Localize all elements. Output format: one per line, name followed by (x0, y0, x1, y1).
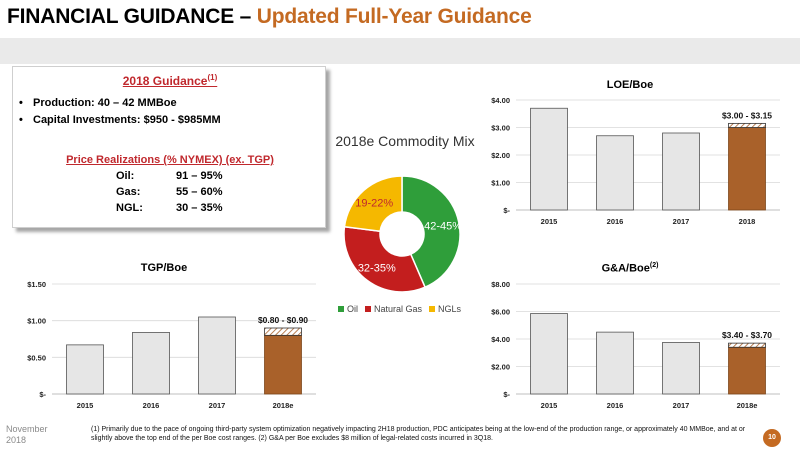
x-tick-label: 2017 (673, 401, 690, 410)
y-tick-label: $1.00 (27, 317, 46, 326)
x-tick-label: 2016 (607, 217, 624, 226)
bar-2018e (728, 346, 766, 395)
x-tick-label: 2015 (541, 401, 558, 410)
guidance-bullet-production: Production: 40 – 42 MMBoe (19, 95, 221, 112)
legend-item-oil: Oil (338, 304, 358, 314)
legend-swatch-ngl (429, 306, 436, 312)
guidance-range-bar (728, 122, 766, 128)
x-tick-label: 2015 (541, 217, 558, 226)
y-tick-label: $8.00 (491, 280, 510, 289)
bar-2015 (530, 107, 568, 211)
ga-chart-title-footnote: (2) (649, 262, 659, 269)
title-band (0, 38, 800, 64)
legend-swatch-oil (338, 306, 344, 312)
price-realizations-table: Oil: 91 – 95% Gas: 55 – 60% NGL: 30 – 35% (116, 168, 222, 216)
x-tick-label: 2015 (77, 401, 94, 410)
guidance-box: 2018 Guidance(1) Production: 40 – 42 MMB… (12, 66, 326, 228)
loe-chart-title-text: LOE/Boe (606, 79, 654, 91)
commodity-mix-title: 2018e Commodity Mix (335, 133, 475, 149)
bar-2017 (662, 342, 700, 395)
guidance-bullets: Production: 40 – 42 MMBoe Capital Invest… (19, 95, 221, 129)
legend-item-gas: Natural Gas (365, 304, 422, 314)
y-tick-label: $2.00 (491, 151, 510, 160)
x-tick-label: 2018 (739, 217, 756, 226)
guidance-heading-footnote: (1) (207, 73, 218, 82)
y-tick-label: $- (503, 390, 510, 399)
realization-row-oil: Oil: 91 – 95% (116, 168, 222, 184)
legend-label-ngl: NGLs (438, 304, 462, 314)
bar-2018 (728, 127, 766, 211)
bar-2017 (662, 132, 700, 211)
y-tick-label: $1.00 (491, 179, 510, 188)
y-tick-label: $0.50 (27, 353, 46, 362)
y-tick-label: $- (39, 390, 46, 399)
bar-2016 (596, 331, 634, 395)
donut-slice-ngls (343, 175, 403, 233)
guidance-range-bar (728, 342, 766, 348)
realization-value: 55 – 60% (176, 186, 223, 198)
x-tick-label: 2017 (209, 401, 226, 410)
bar-2016 (132, 332, 170, 395)
donut-slice-label: 32-35% (358, 263, 396, 275)
realization-row-ngl: NGL: 30 – 35% (116, 200, 222, 216)
y-tick-label: $- (503, 206, 510, 215)
ga-chart-title-text: G&A/Boe (601, 262, 650, 275)
guidance-range-bar (264, 327, 302, 336)
bar-2015 (530, 313, 568, 395)
tgp-chart-title-text: TGP/Boe (140, 262, 188, 274)
donut-slice-natural-gas (343, 225, 427, 293)
realization-label: NGL: (116, 202, 143, 214)
page-title: FINANCIAL GUIDANCE – Updated Full-Year G… (7, 5, 532, 29)
tgp-bar-chart: $- $0.50 $1.00 $1.50 2015 2016 2017 $0.80 - $0.… (27, 280, 316, 410)
legend-label-oil: Oil (347, 304, 358, 314)
tgp-chart-title: TGP/Boe (64, 262, 264, 274)
donut-slice-label: 42-45% (424, 220, 462, 232)
y-tick-label: $3.00 (491, 124, 510, 133)
realization-label: Gas: (116, 186, 141, 198)
guidance-range-label: $0.80 - $0.90 (258, 315, 308, 325)
x-tick-label: 2016 (607, 401, 624, 410)
bar-2016 (596, 135, 634, 211)
x-tick-label: 2018e (273, 401, 294, 410)
bar-2017 (198, 316, 236, 395)
commodity-mix-legend: Oil Natural Gas NGLs (338, 304, 468, 314)
donut-slice-label: 19-22% (355, 197, 393, 209)
y-tick-label: $6.00 (491, 308, 510, 317)
page-number: 10 (763, 429, 781, 447)
legend-swatch-gas (365, 306, 371, 312)
y-tick-label: $2.00 (491, 363, 510, 372)
loe-chart-title: LOE/Boe (530, 79, 730, 91)
ga-chart-title: G&A/Boe(2) (530, 262, 730, 275)
y-tick-label: $4.00 (491, 335, 510, 344)
legend-item-ngl: NGLs (429, 304, 461, 314)
ga-bar-chart: $- $2.00 $4.00 $6.00 $8.00 2015 2016 2017 $3.40 … (491, 280, 780, 410)
guidance-heading: 2018 Guidance(1) (13, 73, 327, 88)
title-main: FINANCIAL GUIDANCE – (7, 5, 257, 28)
realization-value: 30 – 35% (176, 202, 223, 214)
commodity-mix-donut-chart: 42-45% 32-35% 19-22% (343, 175, 462, 293)
realization-row-gas: Gas: 55 – 60% (116, 184, 222, 200)
realization-value: 91 – 95% (176, 170, 223, 182)
x-tick-label: 2018e (737, 401, 758, 410)
legend-label-gas: Natural Gas (374, 304, 423, 314)
price-realizations-heading: Price Realizations (% NYMEX) (ex. TGP) (66, 154, 274, 166)
guidance-bullet-capex: Capital Investments: $950 - $985MM (19, 112, 221, 129)
y-tick-label: $1.50 (27, 280, 46, 289)
bar-2015 (66, 344, 104, 395)
guidance-heading-text: 2018 Guidance (122, 74, 208, 88)
x-tick-label: 2017 (673, 217, 690, 226)
y-tick-label: $4.00 (491, 96, 510, 105)
guidance-range-label: $3.00 - $3.15 (722, 110, 772, 120)
guidance-range-label: $3.40 - $3.70 (722, 330, 772, 340)
x-tick-label: 2016 (143, 401, 160, 410)
bar-2018e (264, 334, 302, 395)
donut-slice-oil (401, 175, 461, 289)
realization-label: Oil: (116, 170, 135, 182)
title-accent: Updated Full-Year Guidance (256, 5, 532, 28)
footer-footnote: (1) Primarily due to the pace of ongoing… (91, 426, 746, 442)
loe-bar-chart: $- $1.00 $2.00 $3.00 $4.00 2015 2016 2017 $3.00 … (491, 96, 780, 226)
footer-date: November 2018 (6, 424, 48, 445)
